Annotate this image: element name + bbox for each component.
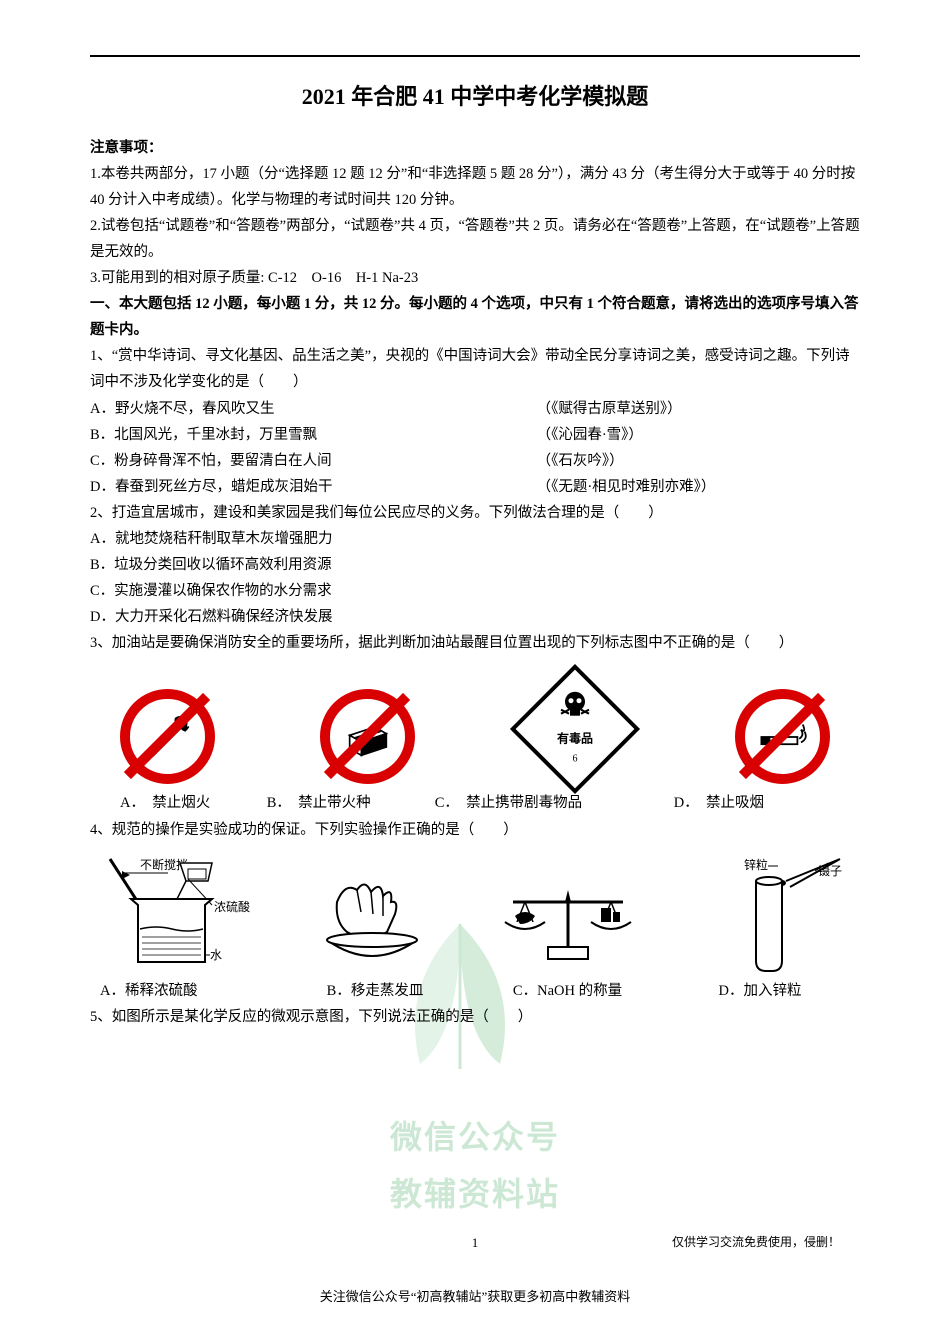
notes-header: 注意事项： bbox=[90, 135, 860, 161]
q4-captions: A．稀释浓硫酸 B．移走蒸发皿 C．NaOH 的称量 D．加入锌粒 bbox=[90, 978, 860, 1004]
toxic-number: 6 bbox=[535, 751, 615, 769]
q4-cap-b: B．移走蒸发皿 bbox=[285, 978, 465, 1004]
sign-no-matchbox bbox=[320, 689, 415, 784]
question-2: 2、打造宜居城市，建设和美家园是我们每位公民应尽的义务。下列做法合理的是（ ） … bbox=[90, 500, 860, 630]
question-5: 5、如图所示是某化学反应的微观示意图，下列说法正确的是（ ） bbox=[90, 1004, 860, 1030]
footer-center: 关注微信公众号“初高教辅站”获取更多初高中教辅资料 bbox=[320, 1285, 631, 1308]
q3-cap-c: C． 禁止携带剧毒物品 bbox=[435, 790, 669, 816]
q1-stem: 1、“赏中华诗词、寻文化基因、品生活之美”，央视的《中国诗词大会》带动全民分享诗… bbox=[90, 343, 860, 395]
q4-cap-a: A．稀释浓硫酸 bbox=[100, 978, 280, 1004]
question-1: 1、“赏中华诗词、寻文化基因、品生活之美”，央视的《中国诗词大会》带动全民分享诗… bbox=[90, 343, 860, 500]
sign-no-fire bbox=[120, 689, 215, 784]
question-4: 4、规范的操作是实验成功的保证。下列实验操作正确的是（ ） 不断搅拌 浓硫酸 bbox=[90, 817, 860, 1004]
q2-stem: 2、打造宜居城市，建设和美家园是我们每位公民应尽的义务。下列做法合理的是（ ） bbox=[90, 500, 860, 526]
q3-cap-b: B． 禁止带火种 bbox=[267, 790, 430, 816]
prohibit-icon bbox=[735, 689, 830, 784]
page-number: 1 bbox=[472, 1231, 479, 1254]
svg-text:锌粒: 锌粒 bbox=[744, 857, 768, 872]
note-3: 3.可能用到的相对原子质量: C-12 O-16 H-1 Na-23 bbox=[90, 265, 860, 291]
q3-captions: A． 禁止烟火 B． 禁止带火种 C． 禁止携带剧毒物品 D． 禁止吸烟 bbox=[90, 790, 860, 816]
watermark-text: 微信公众号 教辅资料站 bbox=[390, 1109, 560, 1224]
section-header: 一、本大题包括 12 小题，每小题 1 分，共 12 分。每小题的 4 个选项，… bbox=[90, 291, 860, 343]
exp-add-zinc: 锌粒 镊子 bbox=[700, 857, 850, 972]
q3-cap-a: A． 禁止烟火 bbox=[120, 790, 262, 816]
q4-figures: 不断搅拌 浓硫酸 水 bbox=[90, 857, 860, 972]
prohibit-icon bbox=[120, 689, 215, 784]
q4-cap-d: D．加入锌粒 bbox=[670, 978, 850, 1004]
beaker-stir-icon: 不断搅拌 浓硫酸 水 bbox=[100, 857, 250, 972]
question-3: 3、加油站是要确保消防安全的重要场所，据此判断加油站最醒目位置出现的下列标志图中… bbox=[90, 630, 860, 816]
note-1: 1.本卷共两部分，17 小题（分“选择题 12 题 12 分”和“非选择题 5 … bbox=[90, 161, 860, 213]
q1-opt-c: C．粉身碎骨浑不怕，要留清白在人间 （《石灰吟》） bbox=[90, 448, 860, 474]
q2-opt-d: D．大力开采化石燃料确保经济快发展 bbox=[90, 604, 860, 630]
q5-stem: 5、如图所示是某化学反应的微观示意图，下列说法正确的是（ ） bbox=[90, 1004, 860, 1030]
q4-cap-c: C．NaOH 的称量 bbox=[470, 978, 665, 1004]
sign-no-smoking bbox=[735, 689, 830, 784]
svg-text:水: 水 bbox=[210, 948, 222, 962]
skull-icon bbox=[555, 690, 595, 722]
exp-balance bbox=[493, 872, 643, 972]
testtube-tweezer-icon: 锌粒 镊子 bbox=[700, 857, 850, 972]
q4-stem: 4、规范的操作是实验成功的保证。下列实验操作正确的是（ ） bbox=[90, 817, 860, 843]
exp-evaporating-dish bbox=[307, 872, 437, 972]
exam-title: 2021 年合肥 41 中学中考化学模拟题 bbox=[90, 77, 860, 117]
hand-dish-icon bbox=[307, 872, 437, 972]
q3-cap-d: D． 禁止吸烟 bbox=[674, 790, 830, 816]
q3-signs: 有毒品 6 bbox=[90, 674, 860, 784]
sign-toxic: 有毒品 6 bbox=[520, 674, 630, 784]
notes-block: 注意事项： 1.本卷共两部分，17 小题（分“选择题 12 题 12 分”和“非… bbox=[90, 135, 860, 292]
diamond-icon: 有毒品 6 bbox=[510, 664, 640, 794]
prohibit-icon bbox=[320, 689, 415, 784]
q2-opt-c: C．实施漫灌以确保农作物的水分需求 bbox=[90, 578, 860, 604]
note-2: 2.试卷包括“试题卷”和“答题卷”两部分，“试题卷”共 4 页，“答题卷”共 2… bbox=[90, 213, 860, 265]
exp-dilute-acid: 不断搅拌 浓硫酸 水 bbox=[100, 857, 250, 972]
q1-opt-a: A．野火烧不尽，春风吹又生 （《赋得古原草送别》） bbox=[90, 396, 860, 422]
q2-opt-b: B．垃圾分类回收以循环高效利用资源 bbox=[90, 552, 860, 578]
footer-right: 仅供学习交流免费使用，侵删！ bbox=[672, 1232, 840, 1254]
q1-opt-d: D．春蚕到死丝方尽，蜡炬成灰泪始干 （《无题·相见时难别亦难》） bbox=[90, 474, 860, 500]
q1-opt-b: B．北国风光，千里冰封，万里雪飘 （《沁园春·雪》） bbox=[90, 422, 860, 448]
toxic-label: 有毒品 bbox=[535, 729, 615, 751]
q2-opt-a: A．就地焚烧秸秆制取草木灰增强肥力 bbox=[90, 526, 860, 552]
top-rule bbox=[90, 55, 860, 57]
balance-icon bbox=[493, 872, 643, 972]
svg-text:浓硫酸: 浓硫酸 bbox=[214, 899, 250, 914]
q3-stem: 3、加油站是要确保消防安全的重要场所，据此判断加油站最醒目位置出现的下列标志图中… bbox=[90, 630, 860, 656]
